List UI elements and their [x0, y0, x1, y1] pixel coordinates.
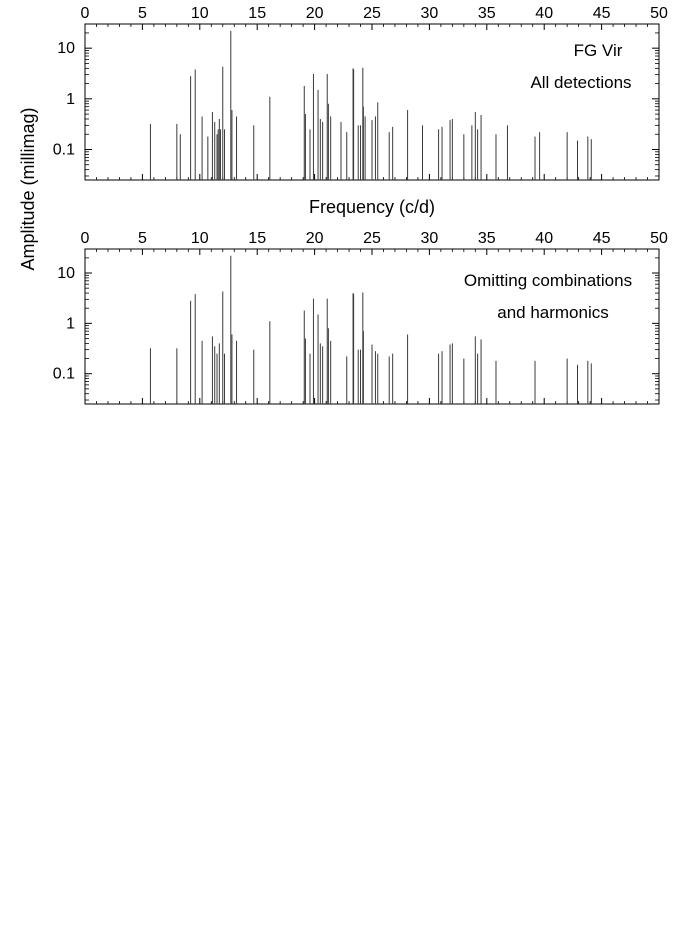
x-tick-label: 5	[138, 230, 147, 247]
x-tick-label: 0	[81, 230, 90, 247]
x-tick-label: 50	[650, 5, 668, 22]
x-tick-label: 50	[650, 230, 668, 247]
y-tick-label: 1	[66, 315, 75, 332]
x-tick-label: 30	[421, 230, 439, 247]
x-tick-label: 45	[593, 5, 611, 22]
x-tick-label: 15	[248, 230, 266, 247]
x-tick-label: 0	[81, 5, 90, 22]
x-tick-label: 20	[306, 5, 324, 22]
x-tick-label: 45	[593, 230, 611, 247]
y-tick-label: 10	[57, 40, 75, 57]
panel-annotation: FG Vir	[574, 41, 623, 60]
x-tick-label: 25	[363, 230, 381, 247]
x-axis-title: Frequency (c/d)	[309, 197, 435, 217]
x-tick-label: 20	[306, 230, 324, 247]
panel-all-detections: 0 5 10 15 20 25 30 35 40 45 50 0.1 1 10 FG Vir All dete…	[53, 5, 668, 181]
panel-omitting-combinations: 0 5 10 15 20 25 30 35 40 45 50 0.1 1 10 Omitting combi…	[53, 230, 668, 405]
x-tick-label: 5	[138, 5, 147, 22]
x-tick-label: 40	[535, 5, 553, 22]
x-tick-label: 30	[421, 5, 439, 22]
x-tick-label: 15	[248, 5, 266, 22]
x-tick-label: 10	[191, 230, 209, 247]
y-tick-label: 1	[66, 91, 75, 108]
panel-annotation: All detections	[530, 73, 631, 92]
panel-annotation: Omitting combinations	[464, 271, 632, 290]
x-tick-label: 10	[191, 5, 209, 22]
x-tick-label: 35	[478, 5, 496, 22]
y-tick-label: 0.1	[53, 366, 75, 383]
x-tick-label: 35	[478, 230, 496, 247]
panel-annotation: and harmonics	[497, 303, 609, 322]
y-tick-label: 0.1	[53, 141, 75, 158]
y-axis-title: Amplitude (millimag)	[18, 107, 38, 270]
x-tick-label: 25	[363, 5, 381, 22]
y-tick-label: 10	[57, 265, 75, 282]
x-tick-label: 40	[535, 230, 553, 247]
